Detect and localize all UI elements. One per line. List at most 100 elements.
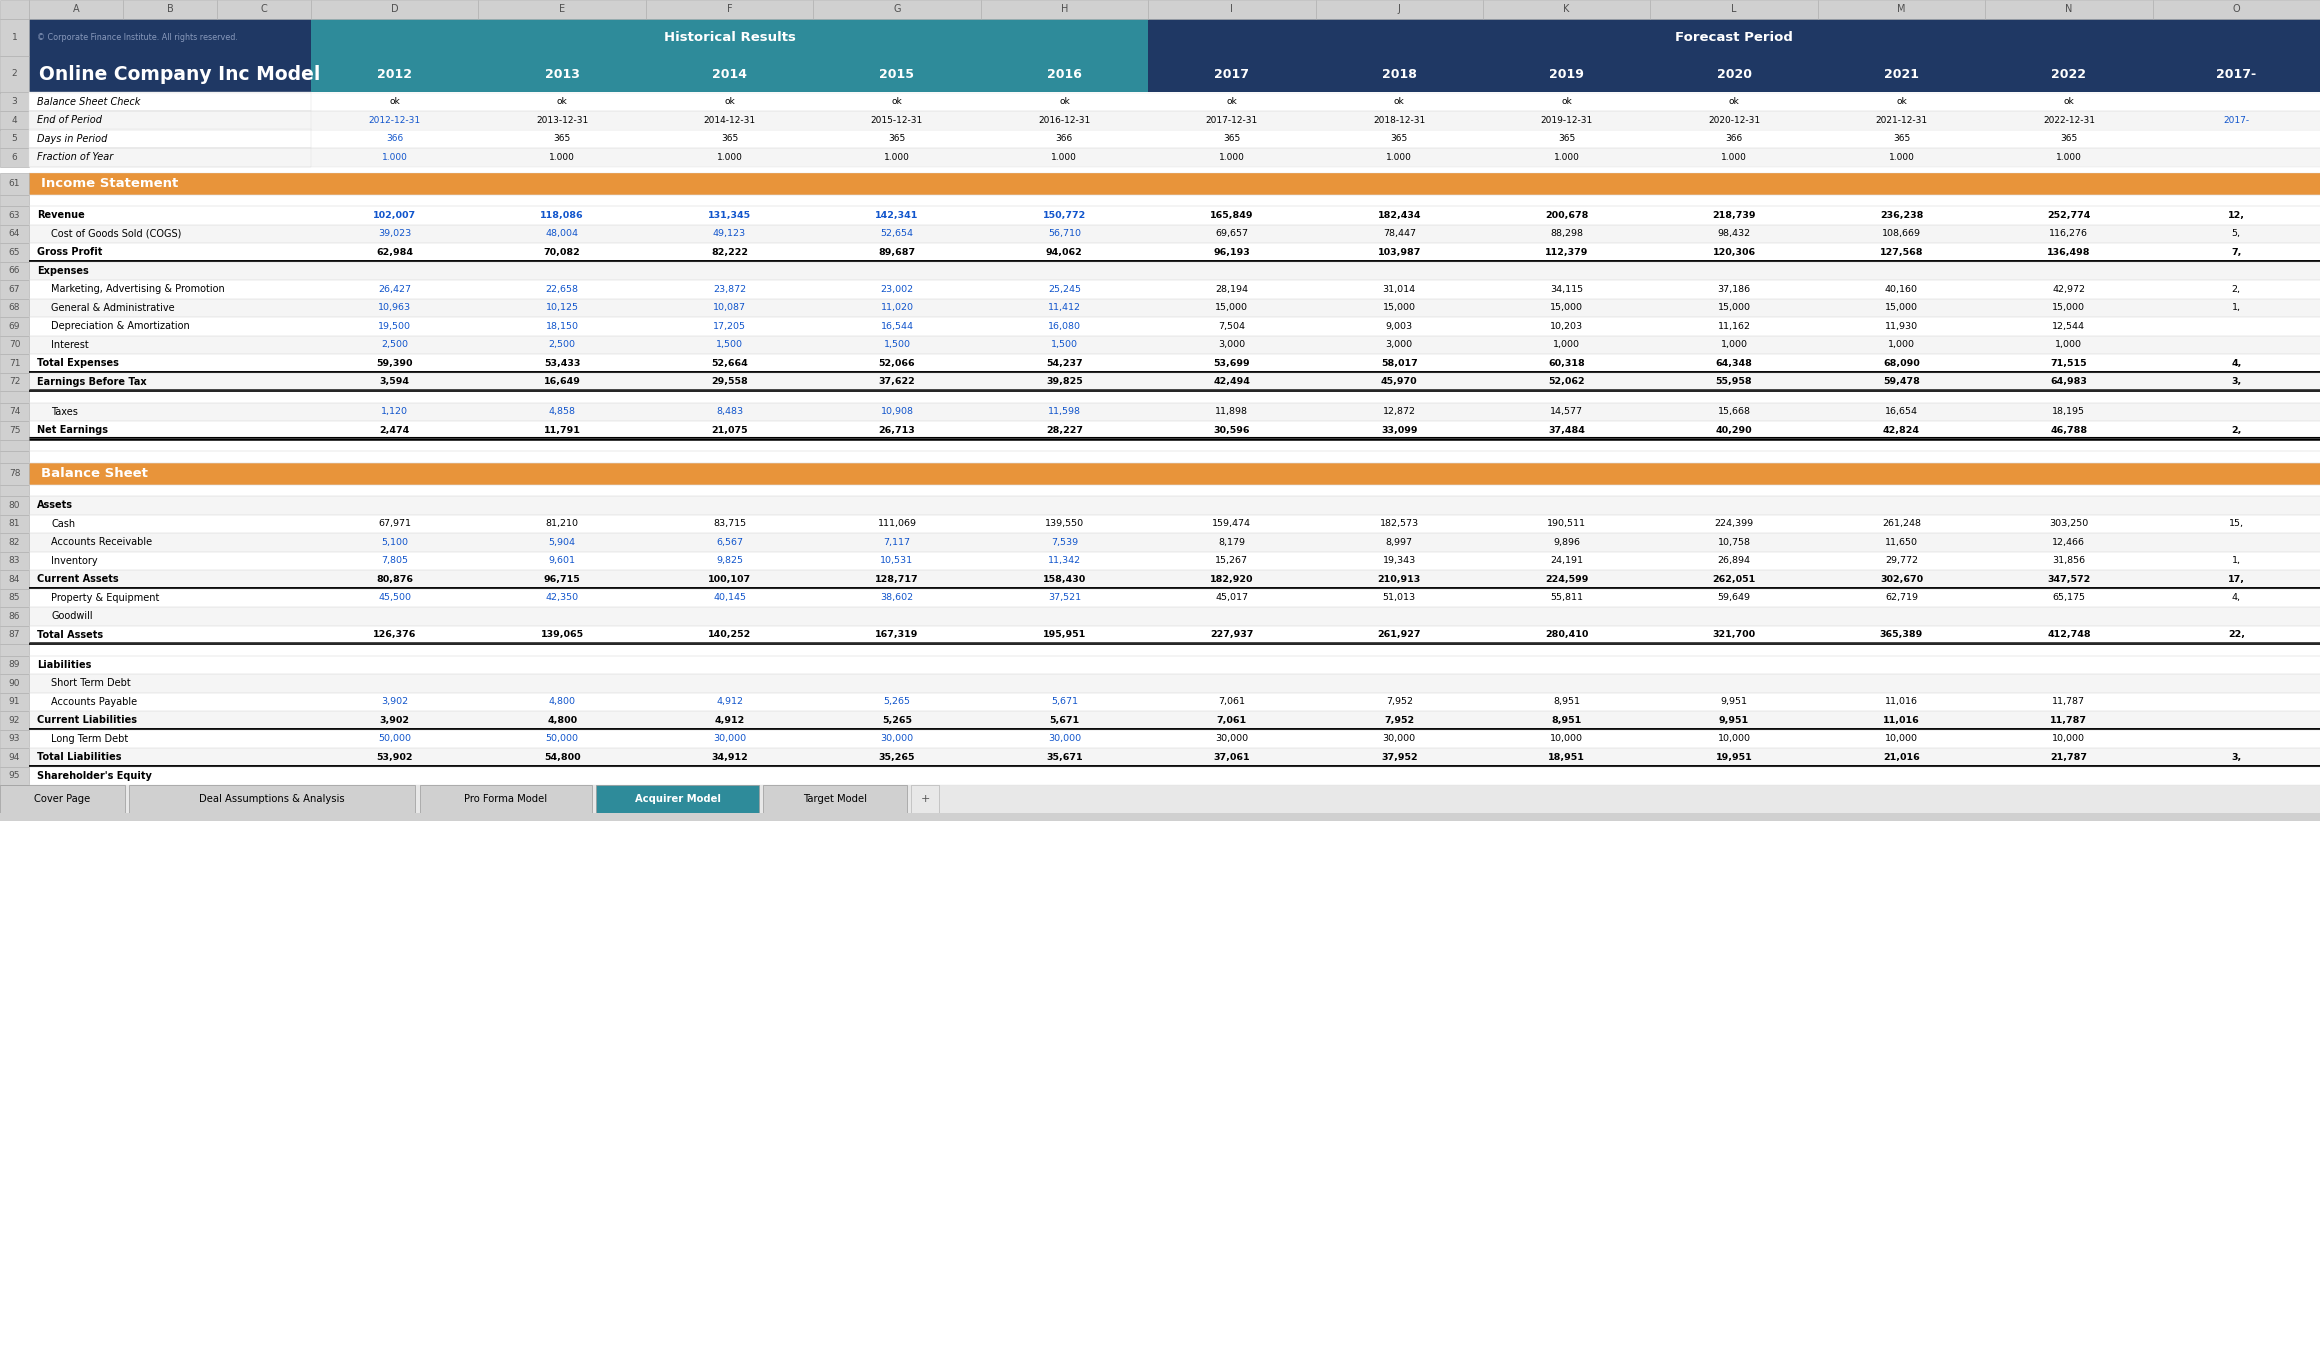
Text: Property & Equipment: Property & Equipment <box>51 592 160 603</box>
Bar <box>814 514 981 534</box>
Bar <box>1819 372 1986 391</box>
Text: 7,061: 7,061 <box>1216 715 1246 725</box>
Text: 70,082: 70,082 <box>543 248 580 257</box>
Text: Cost of Goods Sold (COGS): Cost of Goods Sold (COGS) <box>51 228 181 239</box>
Bar <box>1148 748 1315 766</box>
Bar <box>0 785 125 813</box>
Bar <box>478 766 645 785</box>
Text: 8,951: 8,951 <box>1552 698 1580 706</box>
Bar <box>1482 280 1650 298</box>
Text: 224,599: 224,599 <box>1545 575 1589 584</box>
Bar <box>1482 207 1650 224</box>
Text: 1.000: 1.000 <box>2056 153 2081 161</box>
Text: 365: 365 <box>554 134 571 144</box>
Text: 3,000: 3,000 <box>1385 341 1413 349</box>
Text: 42,972: 42,972 <box>2053 285 2086 294</box>
Text: 190,511: 190,511 <box>1547 520 1587 528</box>
Bar <box>478 711 645 729</box>
Text: Short Term Debt: Short Term Debt <box>51 679 130 688</box>
Text: O: O <box>2232 4 2241 14</box>
Text: 131,345: 131,345 <box>708 211 752 220</box>
Text: 136,498: 136,498 <box>2046 248 2090 257</box>
Text: 3,: 3, <box>2232 378 2241 386</box>
Bar <box>0 194 28 207</box>
Text: J: J <box>1397 4 1401 14</box>
Bar <box>981 534 1148 551</box>
Text: 2014-12-31: 2014-12-31 <box>703 116 756 124</box>
Text: 165,849: 165,849 <box>1211 211 1253 220</box>
Text: Accounts Payable: Accounts Payable <box>51 696 137 707</box>
Bar <box>1986 317 2153 335</box>
Bar <box>981 514 1148 534</box>
Bar <box>2153 354 2320 372</box>
Bar <box>1986 280 2153 298</box>
Text: 1,500: 1,500 <box>717 341 742 349</box>
Bar <box>311 317 478 335</box>
Bar <box>1819 607 1986 625</box>
Bar <box>1315 224 1482 244</box>
Bar <box>981 298 1148 317</box>
Text: 71,515: 71,515 <box>2051 358 2088 368</box>
Bar <box>981 674 1148 692</box>
Text: 30,000: 30,000 <box>879 735 914 743</box>
Text: 1.000: 1.000 <box>1051 153 1076 161</box>
Text: 103,987: 103,987 <box>1378 248 1420 257</box>
Bar <box>645 298 814 317</box>
Bar <box>2153 372 2320 391</box>
Bar <box>0 148 28 167</box>
Bar <box>1315 729 1482 748</box>
Bar <box>28 674 311 692</box>
Bar <box>0 785 2320 813</box>
Text: 23,002: 23,002 <box>879 285 914 294</box>
Text: 2,500: 2,500 <box>548 341 575 349</box>
Text: 28,194: 28,194 <box>1216 285 1248 294</box>
Bar <box>2153 244 2320 261</box>
Bar <box>1650 692 1819 711</box>
Bar <box>1482 421 1650 439</box>
Bar <box>478 421 645 439</box>
Text: 4,858: 4,858 <box>548 408 575 416</box>
Bar <box>1986 244 2153 261</box>
Bar <box>28 588 311 607</box>
Text: 53,902: 53,902 <box>376 752 413 762</box>
Bar <box>1315 298 1482 317</box>
Bar <box>478 244 645 261</box>
Text: 98,432: 98,432 <box>1717 230 1752 238</box>
Text: 40,290: 40,290 <box>1717 425 1752 435</box>
Bar <box>478 0 645 19</box>
Bar <box>645 372 814 391</box>
Text: 15,000: 15,000 <box>2053 304 2086 312</box>
Text: 365,389: 365,389 <box>1879 631 1923 639</box>
Bar <box>645 729 814 748</box>
Bar <box>478 335 645 354</box>
Bar <box>1986 625 2153 644</box>
Bar <box>1148 607 1315 625</box>
Text: 1,500: 1,500 <box>1051 341 1079 349</box>
Text: 2: 2 <box>12 70 16 78</box>
Bar <box>311 0 478 19</box>
Text: 61: 61 <box>9 179 21 187</box>
Bar <box>2153 280 2320 298</box>
Bar <box>814 625 981 644</box>
Bar <box>0 298 28 317</box>
Bar <box>1315 711 1482 729</box>
Text: 2017-: 2017- <box>2216 67 2257 81</box>
Text: 7,117: 7,117 <box>884 538 909 547</box>
Text: 2012-12-31: 2012-12-31 <box>369 116 420 124</box>
Bar <box>1482 354 1650 372</box>
Bar <box>1315 748 1482 766</box>
Text: 64,983: 64,983 <box>2051 378 2088 386</box>
Text: Cover Page: Cover Page <box>35 793 90 804</box>
Text: 89: 89 <box>9 661 21 669</box>
Text: Total Assets: Total Assets <box>37 629 102 640</box>
Bar <box>1148 421 1315 439</box>
Bar <box>478 607 645 625</box>
Text: 30,000: 30,000 <box>1216 735 1248 743</box>
Bar <box>2153 570 2320 588</box>
Text: 82: 82 <box>9 538 21 547</box>
Bar <box>645 244 814 261</box>
Bar <box>1148 534 1315 551</box>
Text: 33,099: 33,099 <box>1380 425 1418 435</box>
Text: 100,107: 100,107 <box>708 575 752 584</box>
Text: 15,000: 15,000 <box>1550 304 1582 312</box>
